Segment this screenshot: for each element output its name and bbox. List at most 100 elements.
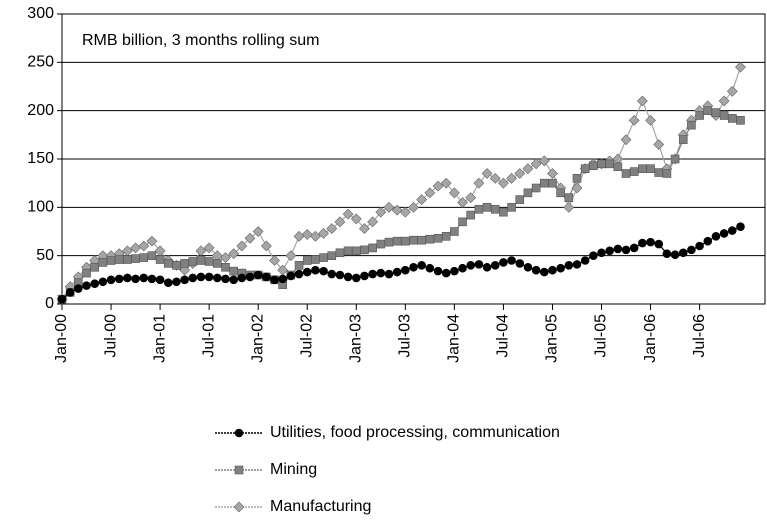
marker bbox=[384, 237, 394, 247]
marker bbox=[654, 239, 664, 249]
marker bbox=[204, 272, 214, 282]
marker bbox=[106, 275, 116, 285]
marker bbox=[711, 232, 721, 241]
marker bbox=[114, 255, 124, 264]
x-tick-label: Jan-05 bbox=[544, 314, 561, 363]
marker bbox=[490, 261, 500, 270]
marker bbox=[155, 255, 165, 264]
marker bbox=[399, 206, 411, 218]
marker bbox=[441, 268, 451, 278]
marker bbox=[221, 274, 230, 284]
marker bbox=[233, 501, 245, 513]
marker bbox=[736, 222, 745, 231]
legend-label: Mining bbox=[270, 461, 317, 478]
marker bbox=[597, 159, 606, 169]
marker bbox=[131, 254, 140, 263]
marker bbox=[155, 275, 165, 285]
marker bbox=[441, 232, 451, 241]
x-tick-label: Jul-02 bbox=[298, 314, 315, 358]
marker bbox=[269, 255, 280, 266]
marker bbox=[499, 258, 508, 267]
marker bbox=[401, 265, 410, 275]
marker bbox=[636, 95, 648, 107]
marker bbox=[401, 236, 410, 246]
marker bbox=[548, 265, 557, 275]
marker bbox=[106, 256, 116, 265]
marker bbox=[589, 251, 598, 260]
marker bbox=[548, 178, 557, 188]
marker bbox=[703, 236, 713, 246]
marker bbox=[448, 187, 460, 199]
marker bbox=[392, 236, 402, 246]
x-tick-label: Jul-01 bbox=[200, 314, 217, 358]
marker bbox=[188, 273, 198, 283]
marker bbox=[409, 235, 418, 245]
marker bbox=[482, 203, 492, 212]
marker bbox=[605, 159, 614, 169]
marker bbox=[474, 204, 484, 214]
marker bbox=[425, 234, 435, 244]
marker bbox=[489, 172, 501, 184]
marker bbox=[424, 187, 436, 199]
marker bbox=[302, 267, 312, 277]
marker bbox=[736, 116, 745, 125]
marker bbox=[687, 120, 696, 130]
marker bbox=[450, 266, 459, 276]
marker bbox=[728, 226, 737, 235]
marker bbox=[319, 266, 328, 276]
marker bbox=[645, 114, 656, 126]
marker bbox=[408, 201, 419, 213]
legend-label: Utilities, food processing, communicatio… bbox=[270, 424, 560, 441]
marker bbox=[653, 139, 665, 150]
marker bbox=[417, 235, 426, 245]
x-tick-label: Jul-05 bbox=[593, 314, 610, 358]
marker bbox=[678, 135, 688, 144]
marker bbox=[327, 269, 337, 279]
marker bbox=[278, 274, 288, 284]
marker bbox=[343, 246, 353, 256]
x-tick-label: Jul-00 bbox=[102, 314, 119, 358]
marker bbox=[293, 230, 305, 242]
marker bbox=[180, 259, 189, 268]
marker bbox=[98, 258, 108, 267]
marker bbox=[465, 192, 477, 204]
marker bbox=[335, 248, 345, 258]
marker bbox=[670, 154, 680, 164]
marker bbox=[196, 272, 206, 282]
marker bbox=[711, 108, 721, 117]
marker bbox=[229, 266, 238, 276]
marker bbox=[589, 161, 598, 171]
marker bbox=[514, 168, 526, 179]
marker bbox=[229, 275, 238, 285]
marker bbox=[309, 230, 321, 242]
marker bbox=[432, 180, 444, 192]
marker bbox=[270, 275, 279, 285]
marker bbox=[139, 273, 149, 283]
marker bbox=[530, 158, 542, 170]
marker bbox=[440, 177, 452, 189]
marker bbox=[123, 273, 132, 283]
marker bbox=[726, 85, 738, 97]
marker bbox=[138, 240, 150, 252]
marker bbox=[556, 188, 565, 198]
marker bbox=[580, 164, 590, 173]
y-tick-label: 0 bbox=[45, 295, 54, 312]
marker bbox=[139, 253, 149, 262]
marker bbox=[360, 271, 369, 281]
marker bbox=[613, 162, 623, 172]
y-tick-label: 200 bbox=[27, 102, 54, 119]
marker bbox=[90, 279, 99, 289]
marker bbox=[172, 261, 181, 270]
marker bbox=[311, 265, 320, 275]
marker bbox=[98, 277, 108, 287]
marker bbox=[628, 114, 640, 126]
marker bbox=[131, 274, 140, 284]
marker bbox=[662, 169, 672, 178]
marker bbox=[375, 206, 387, 218]
y-tick-label: 150 bbox=[27, 150, 54, 167]
marker bbox=[490, 204, 500, 214]
marker bbox=[213, 273, 222, 283]
marker bbox=[253, 270, 263, 280]
marker bbox=[597, 248, 606, 258]
